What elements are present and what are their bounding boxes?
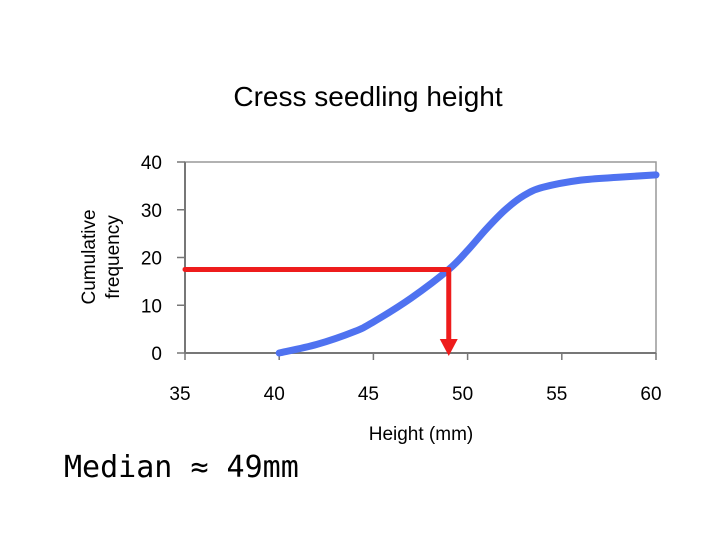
plot-area bbox=[184, 161, 657, 354]
y-axis-ticks: 0 10 20 30 40 bbox=[141, 153, 185, 365]
x-tick-label: 45 bbox=[358, 384, 379, 405]
y-tick-label: 0 bbox=[151, 344, 162, 365]
x-axis-label: Height (mm) bbox=[369, 424, 474, 445]
y-tick-label: 10 bbox=[141, 296, 162, 317]
median-annotation: Median ≈ 49mm bbox=[64, 450, 299, 485]
y-tick-label: 30 bbox=[141, 201, 162, 222]
y-tick-label: 20 bbox=[141, 249, 162, 270]
x-tick-label: 50 bbox=[452, 384, 473, 405]
y-axis-label: Cumulative frequency bbox=[79, 209, 124, 304]
x-tick-label: 60 bbox=[640, 384, 661, 405]
x-tick-label: 40 bbox=[264, 384, 285, 405]
y-axis-label-line1: Cumulative bbox=[79, 209, 100, 304]
y-tick-label: 40 bbox=[141, 153, 162, 174]
x-tick-label: 35 bbox=[169, 384, 190, 405]
chart-title: Cress seedling height bbox=[233, 81, 502, 112]
median-arrowhead bbox=[439, 339, 458, 356]
cumulative-frequency-curve bbox=[275, 171, 660, 357]
y-axis-label-line2: frequency bbox=[103, 215, 124, 299]
x-tick-label: 55 bbox=[546, 384, 567, 405]
x-axis-ticks: 35 40 45 50 55 60 bbox=[169, 353, 662, 405]
median-marker bbox=[182, 266, 458, 356]
